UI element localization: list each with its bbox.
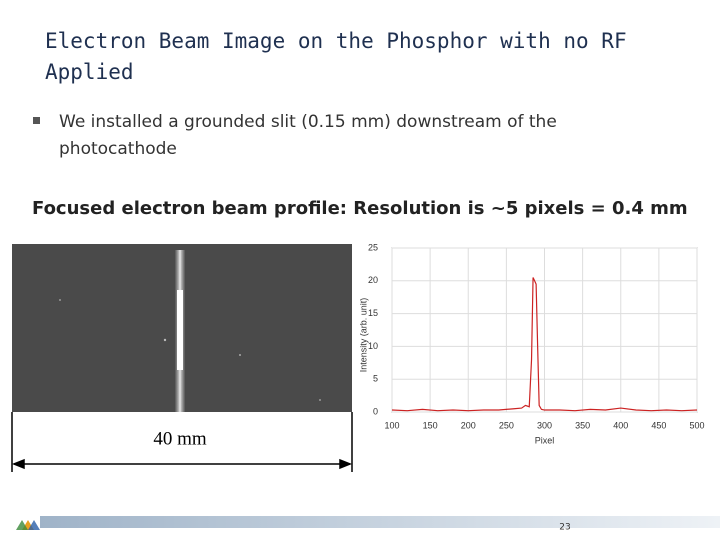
y-tick-label: 20 bbox=[368, 275, 378, 285]
y-tick-label: 0 bbox=[373, 406, 378, 416]
y-tick-label: 5 bbox=[373, 374, 378, 384]
scale-label: 40 mm bbox=[153, 428, 207, 449]
y-tick-label: 15 bbox=[368, 308, 378, 318]
footer bbox=[16, 516, 720, 530]
x-axis-label: Pixel bbox=[535, 435, 555, 445]
x-tick-label: 150 bbox=[423, 420, 438, 430]
beam-image bbox=[12, 244, 352, 412]
x-tick-label: 450 bbox=[651, 420, 666, 430]
y-tick-label: 10 bbox=[368, 341, 378, 351]
x-tick-label: 500 bbox=[689, 420, 704, 430]
chart: 0 5 10 15 20 25 100 150 200 250 300 350 400 450 500 Pix… bbox=[358, 242, 704, 445]
heading: Focused electron beam profile: Resolutio… bbox=[32, 198, 688, 219]
title-line: Applied bbox=[45, 60, 134, 84]
title-line: Electron Beam Image on the Phosphor with… bbox=[45, 29, 627, 53]
x-tick-label: 250 bbox=[499, 420, 514, 430]
bullet-text: photocathode bbox=[59, 139, 177, 159]
scale-bar bbox=[11, 412, 353, 472]
x-tick-label: 300 bbox=[537, 420, 552, 430]
page-number: 23 bbox=[559, 523, 570, 533]
x-tick-label: 400 bbox=[613, 420, 628, 430]
data-line bbox=[391, 277, 698, 412]
bullet-text: We installed a grounded slit (0.15 mm) d… bbox=[59, 112, 557, 132]
y-axis-label: Intensity (arb. unit) bbox=[358, 298, 368, 373]
y-tick-label: 25 bbox=[368, 242, 378, 252]
x-tick-label: 350 bbox=[575, 420, 590, 430]
x-tick-label: 100 bbox=[384, 420, 399, 430]
x-tick-label: 200 bbox=[461, 420, 476, 430]
bullet-marker bbox=[33, 117, 40, 124]
